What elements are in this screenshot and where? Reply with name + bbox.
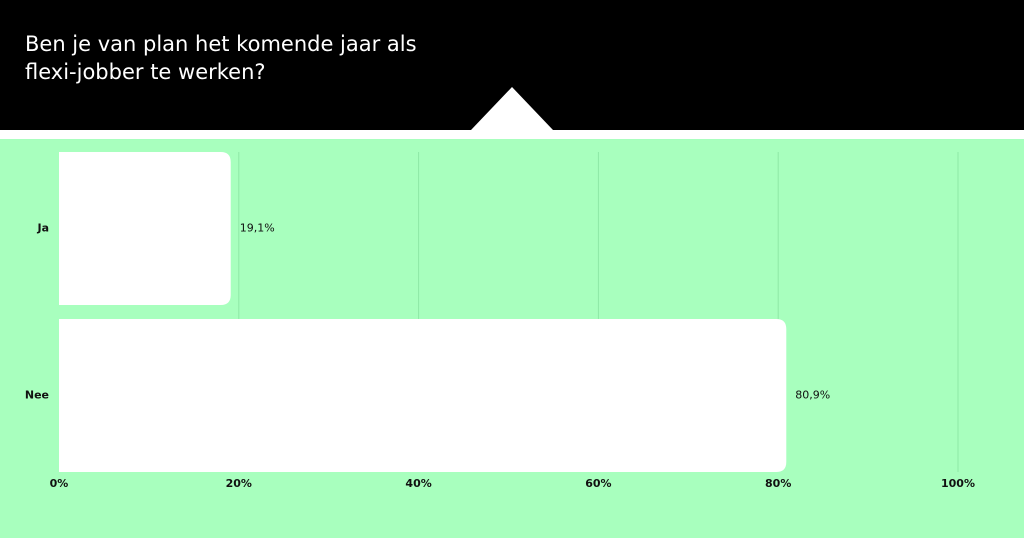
bar (59, 319, 787, 472)
x-tick-label: 60% (585, 477, 611, 490)
x-tick-label: 100% (941, 477, 975, 490)
value-label: 19,1% (240, 222, 275, 235)
bar (59, 152, 231, 305)
chart-title: Ben je van plan het komende jaar als (25, 32, 417, 56)
category-label: Ja (36, 222, 49, 235)
category-label: Nee (25, 389, 49, 402)
header-divider (0, 130, 1024, 139)
x-tick-label: 20% (226, 477, 252, 490)
header-pointer (471, 87, 553, 130)
chart-title: flexi-jobber te werken? (25, 60, 266, 84)
x-tick-label: 40% (405, 477, 431, 490)
x-tick-label: 0% (50, 477, 69, 490)
plot-area: 0% 20% 40% 60% 80% 100% Ja 19,1% Nee 80,9% (25, 152, 975, 490)
value-label: 80,9% (795, 389, 830, 402)
x-tick-label: 80% (765, 477, 791, 490)
